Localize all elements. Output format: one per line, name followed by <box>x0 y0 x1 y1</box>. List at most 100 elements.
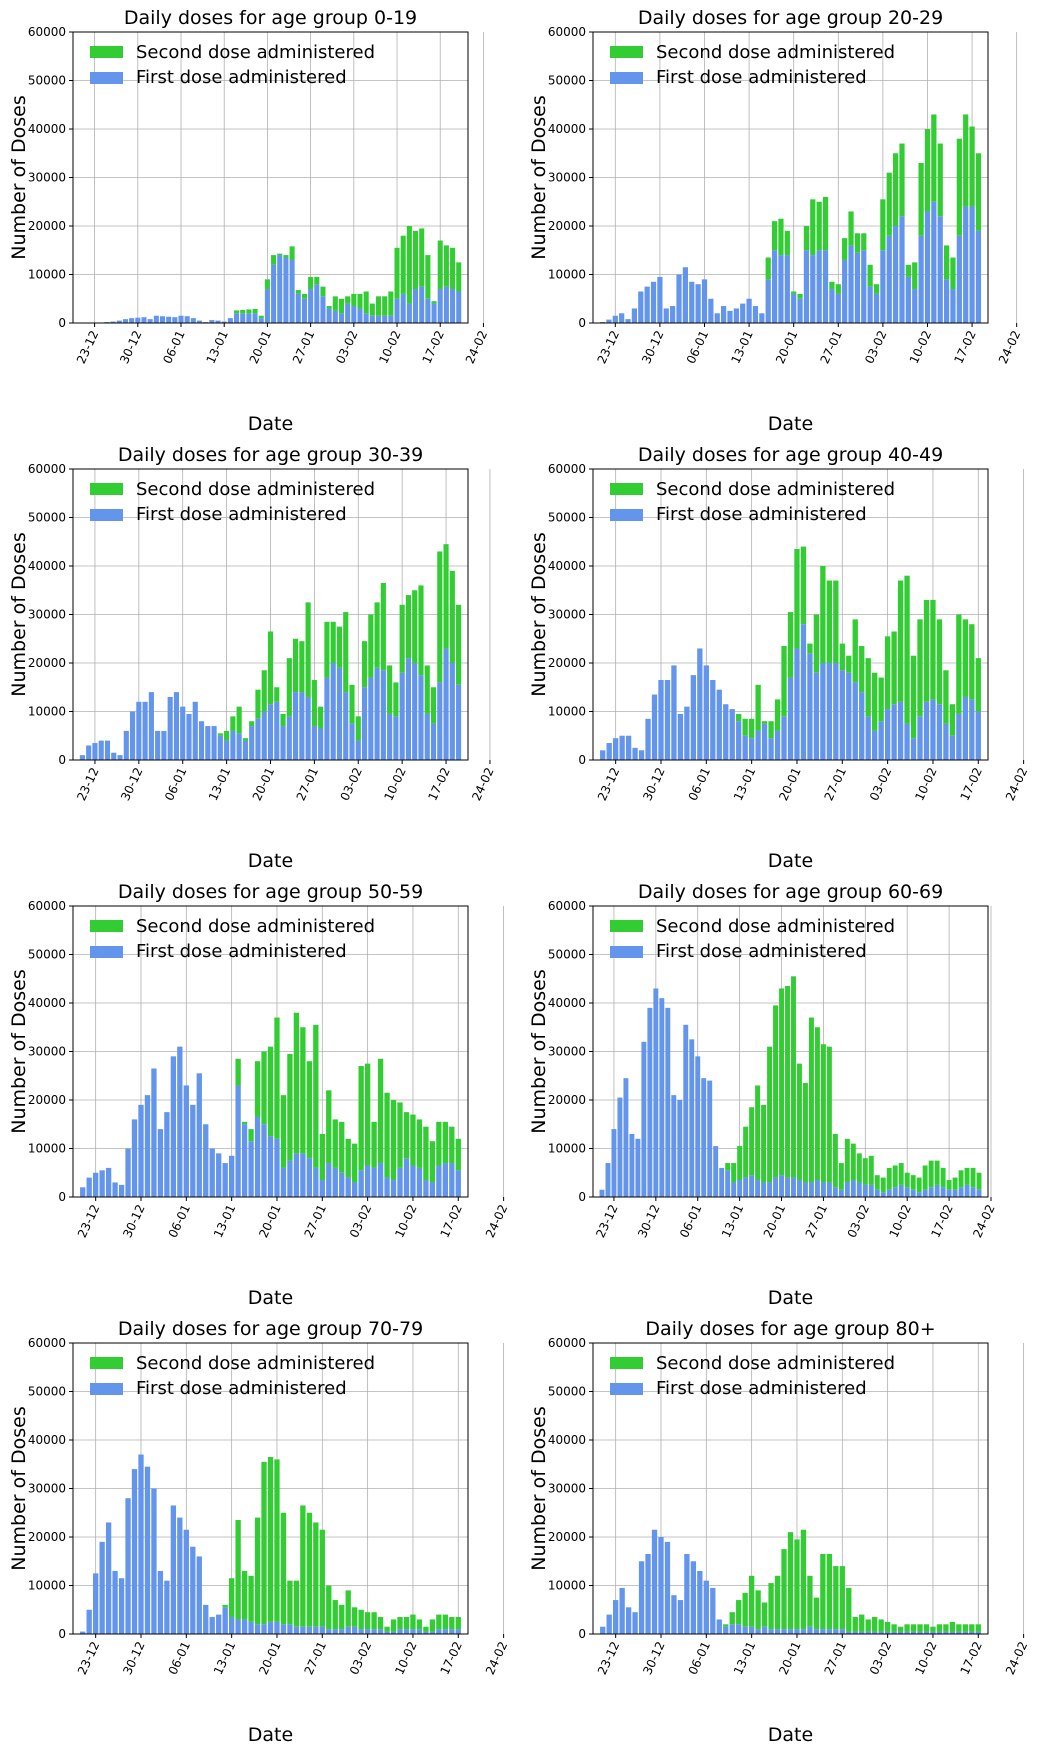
legend-label-second-dose: Second dose administered <box>136 42 375 63</box>
bar-first-dose <box>886 235 892 323</box>
bar-second-dose <box>922 1165 928 1190</box>
bar-first-dose <box>443 648 449 760</box>
x-axis-label: Date <box>248 1287 293 1309</box>
bar-first-dose <box>410 1629 416 1634</box>
y-tick-label: 60000 <box>28 1336 66 1350</box>
bar-first-dose <box>138 1104 144 1197</box>
bar-second-dose <box>742 718 748 736</box>
bar-first-dose <box>899 216 905 323</box>
bar-first-dose <box>905 276 911 323</box>
bar-first-dose <box>320 296 326 323</box>
bar-second-dose <box>846 655 852 673</box>
legend-swatch-second-dose <box>90 1357 123 1369</box>
bar-first-dose <box>180 706 186 760</box>
y-tick-label: 50000 <box>28 948 66 962</box>
bar-second-dose <box>393 682 399 717</box>
bar-first-dose <box>138 1454 144 1634</box>
bar-second-dose <box>345 1590 351 1627</box>
bar-second-dose <box>962 1624 968 1632</box>
bar-second-dose <box>287 1580 293 1625</box>
bar-first-dose <box>645 718 651 760</box>
x-tick-label: 06-01 <box>677 1202 704 1240</box>
bar-first-dose <box>157 1129 164 1197</box>
bar-first-dose <box>455 1629 461 1634</box>
bar-second-dose <box>833 580 839 663</box>
bar-first-dose <box>755 730 761 760</box>
bar-second-dose <box>261 1051 267 1125</box>
bar-second-dose <box>862 1158 868 1185</box>
bar-second-dose <box>419 228 425 287</box>
bar-second-dose <box>339 1121 345 1173</box>
y-tick-label: 30000 <box>28 608 66 622</box>
bar-first-dose <box>613 1600 619 1634</box>
bar-second-dose <box>280 713 286 727</box>
y-tick-label: 20000 <box>28 656 66 670</box>
bar-first-dose <box>400 293 406 323</box>
bar-second-dose <box>736 713 742 722</box>
bar-first-dose <box>781 716 787 760</box>
bar-second-dose <box>878 1619 884 1632</box>
bar-first-dose <box>682 267 688 323</box>
bar-second-dose <box>375 296 382 316</box>
bar-first-dose <box>949 735 956 760</box>
bar-second-dose <box>424 665 430 714</box>
bar-first-dose <box>93 1573 99 1634</box>
bar-first-dose <box>800 1629 807 1634</box>
bar-first-dose <box>416 1629 423 1634</box>
x-tick-label: 06-01 <box>686 1639 713 1677</box>
bar-second-dose <box>313 1522 319 1627</box>
y-tick-label: 20000 <box>28 1093 66 1107</box>
x-tick-label: 23-12 <box>593 1202 620 1240</box>
bar-second-dose <box>784 230 790 256</box>
bar-first-dose <box>456 684 462 760</box>
bar-first-dose <box>375 315 382 323</box>
bar-second-dose <box>969 126 975 207</box>
bar-second-dose <box>343 612 349 693</box>
bar-first-dose <box>419 286 425 323</box>
bar-first-dose <box>363 313 369 323</box>
bar-first-dose <box>222 1607 228 1634</box>
bar-second-dose <box>286 658 292 717</box>
plot-frame <box>72 1342 469 1635</box>
legend-swatch-first-dose <box>610 946 643 958</box>
bar-first-dose <box>209 320 215 323</box>
bar-second-dose <box>755 1085 761 1181</box>
plot-frame <box>72 468 469 761</box>
bar-first-dose <box>923 701 930 760</box>
bar-second-dose <box>910 1175 916 1190</box>
bar-first-dose <box>153 315 159 323</box>
bar-first-dose <box>958 1187 964 1197</box>
bar-first-dose <box>211 726 217 760</box>
bar-second-dose <box>755 684 761 731</box>
plot-frame <box>592 905 989 1198</box>
y-tick-label: 0 <box>58 1190 66 1204</box>
bar-second-dose <box>339 1604 345 1630</box>
x-tick-label: 10-02 <box>376 328 403 366</box>
x-tick-label: 24-02 <box>483 1202 510 1240</box>
bar-second-dose <box>456 604 462 685</box>
bar-first-dose <box>280 1624 287 1634</box>
bar-first-dose <box>280 726 286 760</box>
bar-first-dose <box>248 1141 254 1197</box>
legend-swatch-second-dose <box>610 483 643 495</box>
bar-first-dose <box>443 286 449 323</box>
bar-first-dose <box>803 1182 808 1197</box>
bar-first-dose <box>912 289 918 323</box>
bar-first-dose <box>946 1189 952 1197</box>
bar-second-dose <box>835 284 841 294</box>
bar-first-dose <box>742 1626 748 1634</box>
bar-first-dose <box>638 291 644 323</box>
bar-first-dose <box>611 1129 617 1197</box>
bar-first-dose <box>112 1182 118 1197</box>
bar-first-dose <box>306 1158 313 1197</box>
y-tick-label: 40000 <box>28 1433 66 1447</box>
bar-first-dose <box>928 1187 934 1197</box>
bar-second-dose <box>797 293 803 299</box>
bar-first-dose <box>617 1097 623 1197</box>
bar-first-dose <box>399 672 405 760</box>
legend: Second dose administered First dose admin… <box>610 916 895 962</box>
legend-label-first-dose: First dose administered <box>136 504 347 525</box>
bar-first-dose <box>111 752 117 760</box>
bar-first-dose <box>862 1184 868 1197</box>
bar-first-dose <box>761 1626 768 1634</box>
